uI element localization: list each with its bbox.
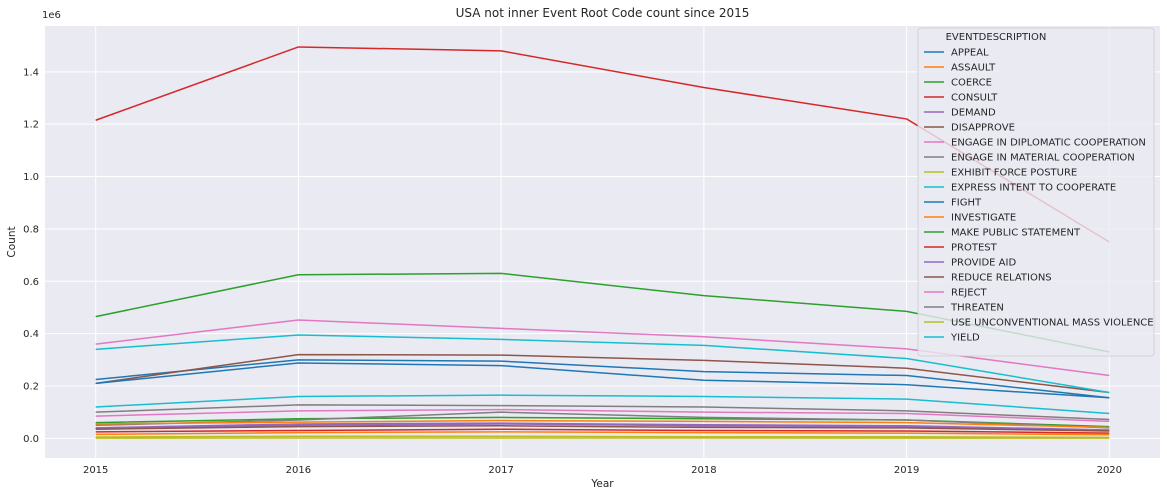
legend-label: PROTEST: [951, 243, 998, 254]
legend-item: INVESTIGATE: [924, 213, 1016, 224]
y-axis-label: Count: [6, 226, 18, 257]
legend-label: YIELD: [950, 333, 980, 344]
series-line: [95, 408, 1110, 423]
series-line: [95, 411, 1110, 429]
series-line: [95, 404, 1110, 421]
legend-label: EXHIBIT FORCE POSTURE: [951, 168, 1077, 179]
legend-label: DEMAND: [951, 108, 996, 119]
legend-label: COERCE: [951, 78, 992, 89]
y-tick-label: 0.0: [23, 434, 39, 445]
legend-label: REDUCE RELATIONS: [951, 273, 1052, 284]
legend-item: USE UNCONVENTIONAL MASS VIOLENCE: [924, 318, 1154, 329]
series-line: [95, 425, 1110, 432]
series-line: [95, 394, 1110, 415]
series-line: [95, 353, 1110, 394]
series-line: [95, 334, 1110, 394]
legend-item: YIELD: [924, 333, 980, 344]
x-tick-label: 2019: [894, 465, 919, 476]
legend-item: PROVIDE AID: [924, 258, 1016, 269]
legend-label: DISAPPROVE: [951, 123, 1015, 134]
x-tick-label: 2020: [1097, 465, 1122, 476]
y-tick-label: 1.0: [23, 172, 39, 183]
x-axis-label: Year: [590, 478, 614, 490]
legend-label: EXPRESS INTENT TO COOPERATE: [951, 183, 1116, 194]
legend-item: DISAPPROVE: [924, 123, 1015, 134]
legend-item: MAKE PUBLIC STATEMENT: [924, 228, 1081, 239]
legend-label: CONSULT: [951, 93, 998, 104]
series-lines: [95, 46, 1110, 439]
legend-label: THREATEN: [950, 303, 1004, 314]
legend-label: REJECT: [951, 288, 988, 299]
legend-title: EVENTDESCRIPTION: [946, 32, 1047, 43]
legend-item: FIGHT: [924, 198, 982, 209]
y-tick-label: 0.6: [23, 277, 39, 288]
y-tick-label: 0.4: [23, 329, 39, 340]
x-tick-label: 2015: [83, 465, 108, 476]
legend-item: CONSULT: [924, 93, 998, 104]
series-line: [95, 359, 1110, 399]
legend-item: REDUCE RELATIONS: [924, 273, 1052, 284]
legend: EVENTDESCRIPTION APPEAL ASSAULT COERCE CONS…: [917, 27, 1155, 357]
series-line: [95, 362, 1110, 399]
y-tick-label: 1.4: [23, 67, 39, 78]
legend-label: USE UNCONVENTIONAL MASS VIOLENCE: [951, 318, 1154, 329]
series-line: [95, 428, 1110, 434]
legend-item: ENGAGE IN MATERIAL COOPERATION: [924, 153, 1135, 164]
legend-item: PROTEST: [924, 243, 998, 254]
legend-label: ASSAULT: [951, 63, 996, 74]
series-line: [95, 435, 1110, 439]
y-tick-label: 0.2: [23, 382, 39, 393]
series-line: [95, 423, 1110, 432]
legend-label: INVESTIGATE: [951, 213, 1016, 224]
legend-label: FIGHT: [951, 198, 982, 209]
legend-box: [917, 27, 1155, 357]
legend-items: APPEAL ASSAULT COERCE CONSULT DEMAND DISAPPRO…: [924, 48, 1154, 344]
legend-label: ENGAGE IN DIPLOMATIC COOPERATION: [951, 138, 1146, 149]
legend-label: ENGAGE IN MATERIAL COOPERATION: [951, 153, 1135, 164]
legend-item: ENGAGE IN DIPLOMATIC COOPERATION: [924, 138, 1146, 149]
chart-title: USA not inner Event Root Code count sinc…: [456, 6, 750, 20]
legend-label: APPEAL: [951, 48, 989, 59]
x-tick-labels: 2015 2016 2017 2018 2019 2020: [83, 465, 1122, 476]
y-tick-label: 1.2: [23, 120, 39, 131]
legend-item: REJECT: [924, 288, 988, 299]
y-axis-offset-text: 1e6: [42, 10, 61, 21]
legend-item: DEMAND: [924, 108, 996, 119]
legend-item: ASSAULT: [924, 63, 996, 74]
x-tick-label: 2018: [691, 465, 716, 476]
y-tick-labels: 0.0 0.2 0.4 0.6 0.8 1.0 1.2 1.4: [23, 67, 39, 445]
legend-label: PROVIDE AID: [951, 258, 1016, 269]
x-tick-label: 2016: [286, 465, 311, 476]
legend-item: EXHIBIT FORCE POSTURE: [924, 168, 1077, 179]
legend-item: EXPRESS INTENT TO COOPERATE: [924, 183, 1116, 194]
legend-item: THREATEN: [924, 303, 1004, 314]
legend-item: APPEAL: [924, 48, 989, 59]
series-line: [95, 431, 1110, 436]
legend-item: COERCE: [924, 78, 992, 89]
y-tick-label: 0.8: [23, 224, 39, 235]
legend-label: MAKE PUBLIC STATEMENT: [951, 228, 1081, 239]
series-line: [95, 419, 1110, 429]
x-tick-label: 2017: [488, 465, 513, 476]
